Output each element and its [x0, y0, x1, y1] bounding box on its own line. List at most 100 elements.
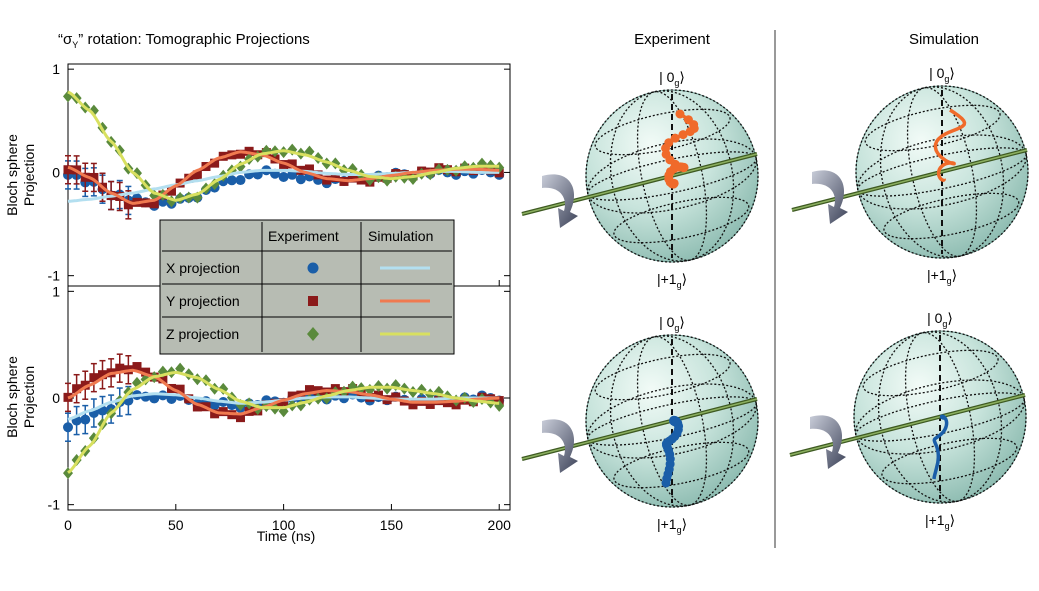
trajectory-point	[678, 130, 688, 140]
bottom-ytick-label: -1	[48, 497, 61, 513]
top-y-point	[166, 186, 176, 196]
legend-row-y: Y projection	[166, 293, 240, 309]
bottom-y-point	[97, 370, 107, 380]
bottom-series-group	[63, 353, 505, 480]
top-y-point	[89, 172, 99, 182]
bottom-x-point	[63, 422, 73, 433]
trajectory-point	[670, 417, 680, 427]
top-y-point	[192, 170, 202, 180]
bottom-y-point	[322, 387, 332, 397]
ylabel-bottom-line2: Projection	[21, 366, 37, 428]
ket-plus-one-label: |+1g⟩	[927, 267, 957, 286]
top-ytick-label: -1	[48, 268, 61, 284]
top-y-point	[123, 200, 133, 210]
bloch-spheres: | 0g⟩ |+1g⟩ | 0g⟩ |+1g⟩ | 0g⟩ |+1g⟩ | 0g⟩ |+1g⟩	[521, 65, 1029, 535]
bottom-ytick-label: 1	[52, 283, 60, 299]
rotation-arrow-icon	[810, 415, 846, 469]
top-y-sim-line	[67, 150, 500, 205]
bottom-y-point	[304, 385, 314, 395]
trajectory-point	[669, 178, 679, 188]
top-ytick-label: 1	[52, 61, 60, 77]
sphere-outline	[585, 89, 759, 263]
sphere-outline	[585, 334, 759, 508]
sphere-latitude	[613, 196, 750, 244]
bottom-xtick-label: 150	[380, 517, 404, 533]
ket-plus-one-label: |+1g⟩	[657, 516, 687, 535]
sphere-latitude	[864, 104, 1001, 152]
top-x-point	[295, 174, 306, 185]
bottom-y-point	[132, 362, 142, 372]
bottom-y-sim-line	[67, 368, 500, 416]
trajectory-sim-top	[933, 108, 967, 182]
bloch-sphere-exp-bottom: | 0g⟩ |+1g⟩	[521, 314, 759, 535]
bottom-y-point	[115, 363, 125, 373]
sphere-latitude	[883, 192, 1020, 240]
bottom-y-point	[279, 398, 289, 408]
top-y-point	[348, 173, 358, 183]
sphere-latitude	[881, 437, 1018, 485]
bottom-xtick-label: 200	[488, 517, 512, 533]
bottom-y-point	[141, 367, 151, 377]
top-series-group	[63, 90, 505, 220]
top-y-point	[287, 159, 297, 169]
trajectory-point	[670, 133, 680, 143]
rotation-axis-highlight	[791, 149, 1028, 211]
ket-zero-label: | 0g⟩	[927, 310, 953, 329]
bottom-y-point	[235, 413, 245, 423]
bottom-y-point	[210, 409, 220, 419]
legend-x-marker	[307, 262, 319, 274]
bottom-y-point	[192, 402, 202, 412]
bottom-y-point	[175, 384, 185, 394]
bottom-y-point	[391, 392, 401, 402]
bloch-sphere-sim-top: | 0g⟩ |+1g⟩	[791, 65, 1029, 286]
bottom-y-point	[408, 400, 418, 410]
ket-zero-label: | 0g⟩	[929, 65, 955, 84]
bottom-xtick-label: 0	[64, 517, 72, 533]
ylabel-top-line2: Projection	[21, 144, 37, 206]
bloch-sphere-sim-bottom: | 0g⟩ |+1g⟩	[789, 310, 1027, 531]
ket-zero-label: | 0g⟩	[659, 69, 685, 88]
top-y-point	[184, 173, 194, 183]
top-chart: -1 0 1	[48, 61, 511, 287]
chart-title: “σY” rotation: Tomographic Projections	[58, 31, 310, 50]
legend-col-experiment: Experiment	[268, 228, 339, 244]
bloch-sphere-exp-top: | 0g⟩ |+1g⟩	[521, 69, 759, 290]
ket-zero-label: | 0g⟩	[659, 314, 685, 333]
legend-row-z: Z projection	[166, 326, 239, 342]
legend-z-marker	[307, 327, 319, 341]
top-x-point	[235, 175, 246, 186]
ket-plus-one-label: |+1g⟩	[925, 512, 955, 531]
top-y-point	[235, 149, 245, 159]
rotation-axis-highlight	[789, 394, 1026, 456]
bottom-y-point	[287, 391, 297, 401]
trajectory-sim-bottom	[932, 414, 949, 480]
top-x-point	[226, 175, 237, 186]
bottom-ytick-label: 0	[52, 390, 60, 406]
sphere-latitude	[613, 441, 750, 489]
top-y-point	[63, 165, 73, 175]
bottom-x-point	[166, 393, 177, 404]
rotation-arrow-icon	[542, 419, 578, 473]
bottom-x-point	[209, 400, 220, 411]
bottom-x-point	[149, 393, 160, 404]
bottom-z-sim-line	[67, 370, 500, 474]
top-y-point	[304, 164, 314, 174]
trajectory-point	[685, 127, 695, 137]
sphere-latitude	[862, 349, 999, 397]
top-ytick-label: 0	[52, 164, 60, 180]
xlabel: Time (ns)	[257, 528, 316, 544]
top-z-sim-line	[67, 90, 500, 202]
bottom-xtick-label: 100	[272, 517, 296, 533]
rotation-axis-highlight	[521, 398, 758, 460]
header-simulation: Simulation	[909, 31, 979, 48]
rotation-arrow-icon	[812, 170, 848, 224]
legend: Experiment Simulation X projection Y pro…	[159, 219, 455, 355]
bottom-y-point	[72, 384, 82, 394]
top-x-point	[278, 171, 289, 182]
top-y-point	[330, 173, 340, 183]
top-y-point	[244, 146, 254, 156]
bottom-xtick-label: 50	[168, 517, 184, 533]
legend-row-x: X projection	[166, 260, 240, 276]
ylabel-bottom-line1: Bloch sphere	[4, 356, 20, 438]
